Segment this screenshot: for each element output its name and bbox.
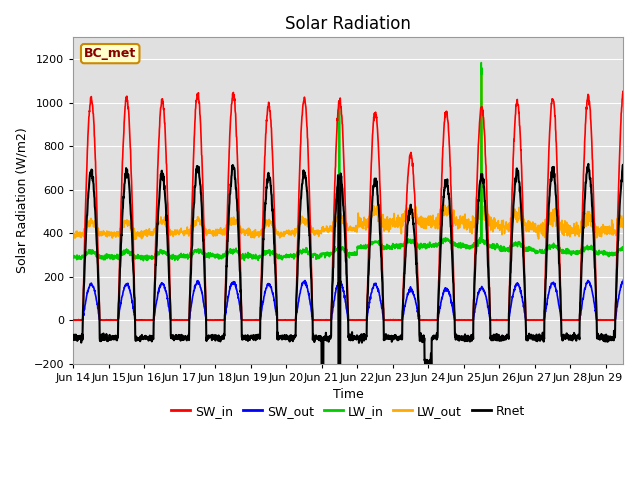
SW_in [351,317,359,323]
LW_out [477,65,485,71]
LW_in [414,244,422,250]
LW_in [601,251,609,257]
Rnet [584,161,592,167]
SW_out [600,317,608,323]
Legend: SW_in, SW_out, LW_in, LW_out, Rnet: SW_in, SW_out, LW_in, LW_out, Rnet [166,400,530,423]
Rnet [431,335,438,341]
Line: SW_in: SW_in [73,91,623,320]
Rnet [69,333,77,338]
Rnet [601,338,609,344]
Line: Rnet: Rnet [73,164,623,408]
LW_out [536,228,543,234]
Line: LW_in: LW_in [73,62,623,261]
SW_in [535,317,543,323]
LW_in [69,255,77,261]
LW_in [620,245,627,251]
Text: BC_met: BC_met [84,47,136,60]
LW_out [620,213,627,219]
LW_in [102,253,109,259]
Rnet [102,336,109,342]
Line: SW_out: SW_out [73,280,623,320]
LW_out [69,232,77,238]
SW_in [102,317,109,323]
Rnet [414,292,422,298]
LW_in [431,244,438,250]
Rnet [620,162,627,168]
Y-axis label: Solar Radiation (W/m2): Solar Radiation (W/m2) [15,128,28,274]
LW_in [351,251,359,257]
SW_in [620,89,627,95]
SW_out [102,317,109,323]
Line: LW_out: LW_out [73,68,623,240]
Rnet [336,405,344,410]
SW_in [600,317,608,323]
Rnet [351,336,359,342]
LW_out [601,231,609,237]
SW_out [70,317,77,323]
SW_out [351,317,359,323]
LW_out [414,216,422,222]
LW_out [102,230,109,236]
SW_out [431,317,438,323]
LW_out [431,221,438,227]
SW_in [69,317,77,323]
Rnet [535,336,543,342]
SW_out [414,310,422,315]
LW_in [536,249,543,254]
SW_in [431,317,438,323]
LW_in [140,258,147,264]
SW_out [535,317,543,323]
SW_in [414,272,422,278]
X-axis label: Time: Time [333,388,364,401]
Title: Solar Radiation: Solar Radiation [285,15,411,33]
SW_in [620,88,627,94]
SW_out [69,317,77,323]
SW_out [620,277,627,283]
LW_in [477,60,485,65]
LW_out [131,237,139,242]
LW_out [351,228,359,234]
